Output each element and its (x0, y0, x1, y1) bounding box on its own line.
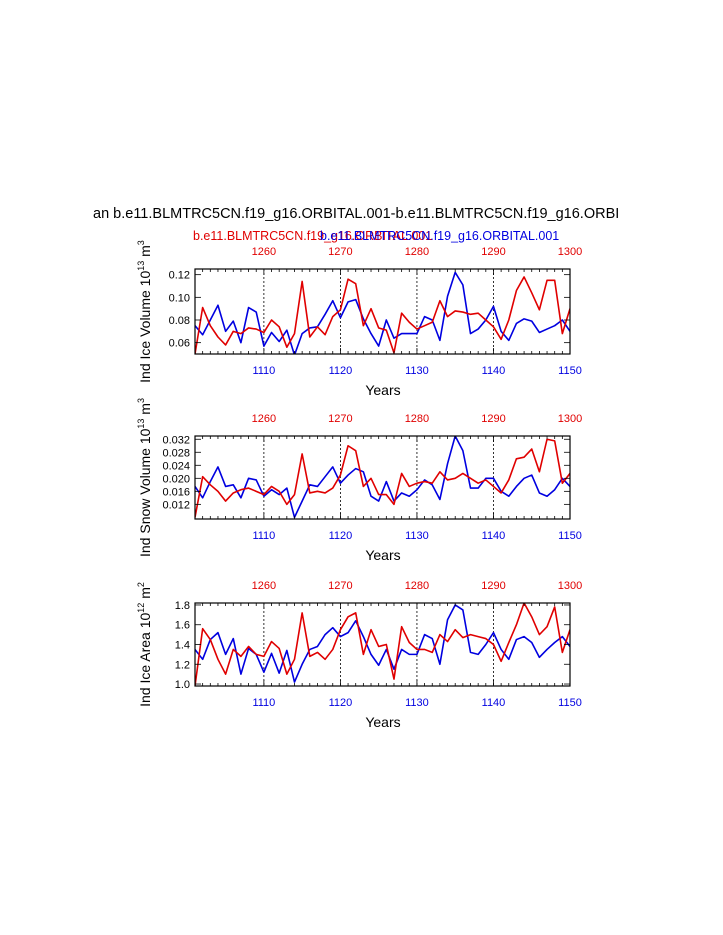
x-tick-label: 1130 (405, 697, 429, 709)
panel-2: 1110 1120 1130 1140 1150 1260 1270 1280 1290 1300… (136, 398, 582, 563)
x-axis-title: Years (365, 547, 400, 563)
x-axis-title: Years (365, 714, 400, 730)
subtitle-left: b.e11.BLMTRC5CN.f19_g16.ORBITAL.001 (193, 229, 432, 243)
y-axis-title-exp: 12 (136, 603, 146, 613)
y-axis-title: Ind Snow Volume 1013 m3 (136, 398, 153, 557)
y-axis-title-exp: 13 (136, 419, 146, 429)
y-axis-title-main: Ind Snow Volume 10 (137, 428, 153, 557)
y-tick-label: 1.6 (175, 620, 190, 632)
y-tick-label: 1.0 (175, 679, 190, 691)
x2-tick-label: 1270 (328, 413, 352, 425)
x-tick-label: 1120 (329, 530, 353, 542)
plot-frame (194, 435, 571, 520)
x2-tick-label: 1280 (405, 246, 429, 258)
x2-tick-label: 1300 (558, 246, 582, 258)
x2-tick-label: 1300 (558, 580, 582, 592)
y-axis-title-exp: 13 (136, 261, 146, 271)
series-line-red (195, 276, 570, 354)
y-tick-label: 0.024 (162, 460, 190, 472)
x-tick-label: 1130 (405, 530, 429, 542)
y-axis-title-unit: m (137, 403, 153, 419)
y-tick-label: 0.032 (162, 434, 190, 446)
x-tick-label: 1120 (329, 365, 353, 377)
x2-tick-label: 1290 (481, 246, 505, 258)
plot-frame (194, 268, 571, 355)
panel-1: 1110 1120 1130 1140 1150 1260 1270 1280 1290 1300… (136, 240, 582, 398)
y-tick-label: 0.06 (169, 338, 190, 350)
y-axis-title: Ind Ice Area 1012 m2 (136, 582, 153, 707)
x-tick-label: 1130 (405, 365, 429, 377)
y-tick-label: 0.028 (162, 447, 190, 459)
y-tick-label: 0.020 (162, 473, 190, 485)
y-tick-label: 1.4 (175, 640, 190, 652)
x2-tick-label: 1300 (558, 413, 582, 425)
y-tick-label: 0.012 (162, 499, 190, 511)
series-line-blue (195, 436, 570, 519)
y-axis-title-unit: m (137, 587, 153, 603)
y-tick-label: 0.08 (169, 315, 190, 327)
y-axis-title-unit-exp: 3 (136, 240, 146, 245)
y-axis-title-unit-exp: 3 (136, 398, 146, 403)
x-tick-label: 1110 (252, 697, 275, 709)
y-axis-title-main: Ind Ice Volume 10 (137, 271, 153, 383)
x-tick-label: 1150 (558, 697, 582, 709)
x-axis-title: Years (365, 382, 400, 398)
x2-tick-label: 1280 (405, 580, 429, 592)
y-tick-label: 1.8 (175, 600, 190, 612)
x-tick-label: 1110 (252, 530, 275, 542)
series-line-red (195, 603, 570, 686)
y-tick-label: 0.10 (169, 292, 190, 304)
x2-tick-label: 1260 (252, 246, 276, 258)
y-tick-label: 0.12 (169, 270, 190, 282)
y-tick-label: 1.2 (175, 659, 190, 671)
x2-tick-label: 1270 (328, 246, 352, 258)
subtitle-right: b.e11.BLMTRC5CN.f19_g16.ORBITAL.001 (320, 229, 559, 243)
x-tick-label: 1140 (482, 530, 506, 542)
series-line-red (195, 438, 570, 518)
y-axis-title-main: Ind Ice Area 10 (137, 612, 153, 706)
series-line-blue (195, 604, 570, 683)
x-tick-label: 1140 (482, 365, 506, 377)
x-tick-label: 1150 (558, 530, 582, 542)
y-axis-title: Ind Ice Volume 1013 m3 (136, 240, 153, 383)
x2-tick-label: 1260 (252, 580, 276, 592)
panel-3: 1110 1120 1130 1140 1150 1260 1270 1280 1290 1300… (136, 580, 582, 730)
x-tick-label: 1150 (558, 365, 582, 377)
x2-tick-label: 1280 (405, 413, 429, 425)
y-axis-title-unit: m (137, 245, 153, 261)
y-axis-title-unit-exp: 2 (136, 582, 146, 587)
subtitle-overlap: b.e11.BLMTRC5CN.f19_g16.ORBITAL.001 b.e1… (193, 229, 559, 243)
x-tick-label: 1120 (329, 697, 353, 709)
y-tick-label: 0.016 (162, 486, 190, 498)
x2-tick-label: 1260 (252, 413, 276, 425)
series-line-blue (195, 271, 570, 354)
x2-tick-label: 1290 (481, 580, 505, 592)
x2-tick-label: 1290 (481, 413, 505, 425)
x2-tick-label: 1270 (328, 580, 352, 592)
figure-title: an b.e11.BLMTRC5CN.f19_g16.ORBITAL.001-b… (93, 206, 619, 222)
x-tick-label: 1110 (252, 365, 275, 377)
x-tick-label: 1140 (482, 697, 506, 709)
